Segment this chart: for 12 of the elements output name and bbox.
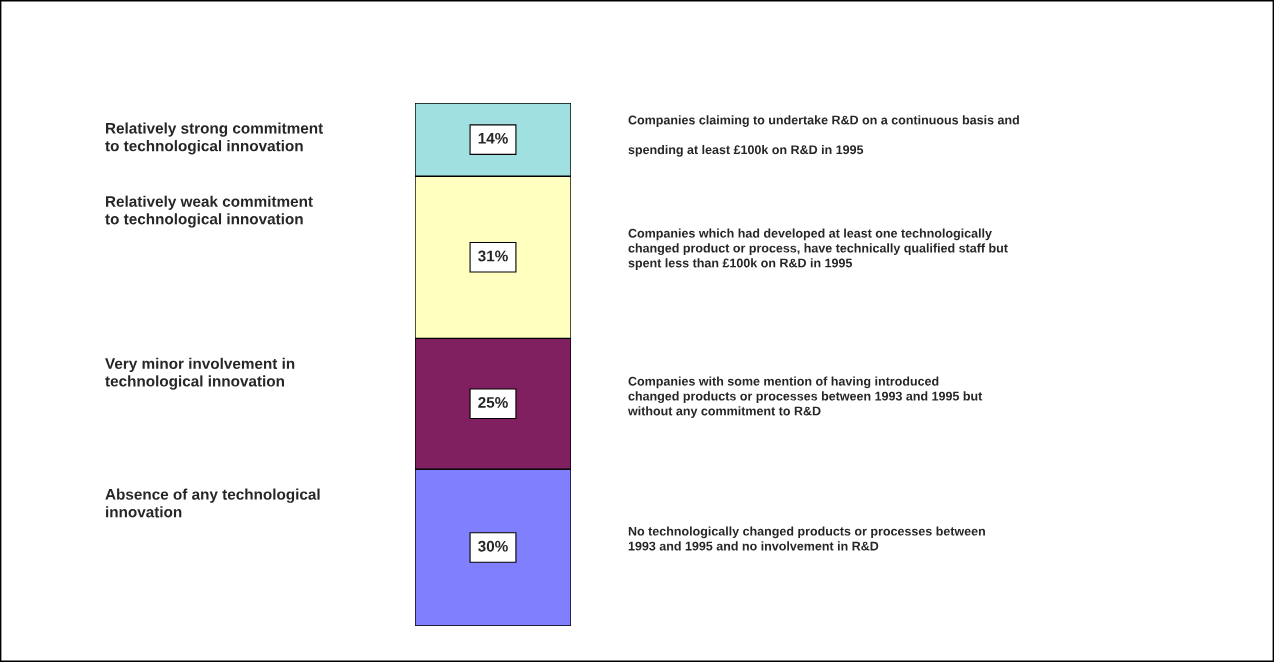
text: Companies which had developed at least one technologically changed product or process, have technically qualified staff but spent less than £100k on R&D in 1995 [628, 228, 1008, 270]
text: Relatively strong commitment to technological innovation [105, 122, 323, 155]
data-label: 30% [478, 540, 508, 552]
text: No technologically changed products or processes between 1993 and 1995 and no involvement in R&D [628, 526, 985, 551]
text: Absence of any technological innovation [105, 488, 320, 518]
data-label: 25% [478, 397, 508, 408]
data-label: 14% [478, 132, 508, 144]
data-label: 31% [478, 250, 508, 262]
text: Relatively weak commitment to technological innovation [105, 195, 313, 228]
text: Very minor involvement in technological innovation [105, 357, 295, 390]
text: Companies claiming to undertake R&D on a continuous basis and spending at least £100k on R&D in 1995 [628, 115, 1019, 157]
text: Companies with some mention of having introduced changed products or processes between 1993 and 1995 but without any commitment to R&D [627, 376, 983, 418]
